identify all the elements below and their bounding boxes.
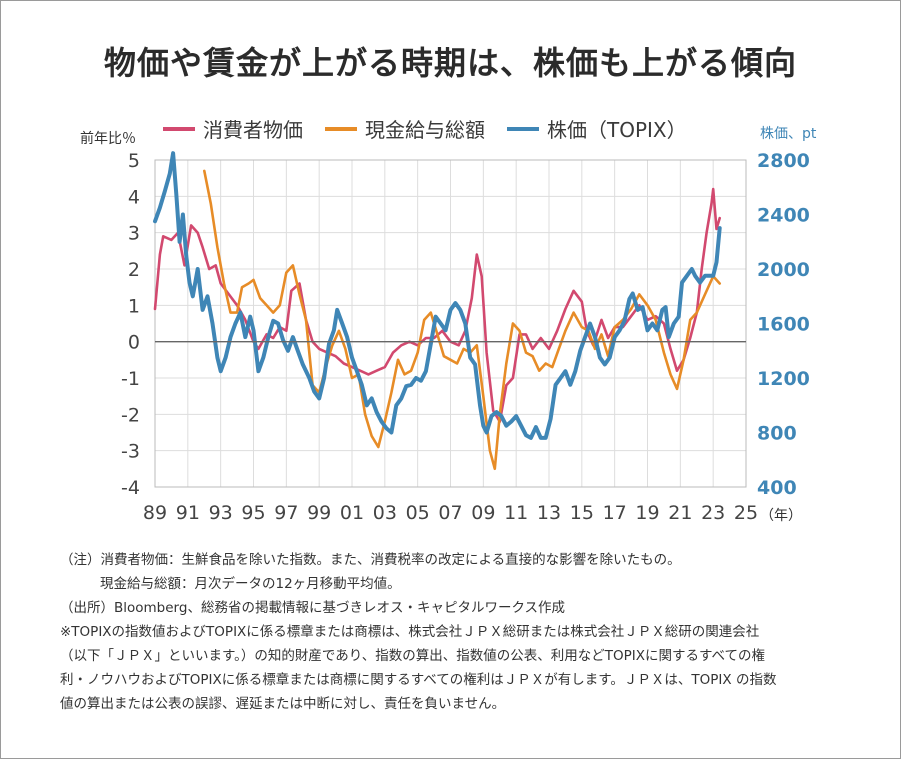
note-line: 現金給与総額：月次データの12ヶ月移動平均値。 [100, 576, 401, 592]
note-line: （出所）Bloomberg、総務省の掲載情報に基づきレオス・キャピタルワークス作… [60, 600, 566, 616]
y-tick-label-right: 1200 [757, 368, 810, 390]
notes: （注）消費者物価：生鮮食品を除いた指数。また、消費税率の改定による直接的な影響を… [60, 548, 880, 716]
y-tick-label-left: -3 [121, 441, 140, 463]
y-tick-label-right: 2000 [757, 259, 810, 281]
x-tick-label: 07 [438, 502, 462, 524]
legend-swatch-cpi [163, 126, 195, 131]
x-tick-label: 03 [373, 502, 397, 524]
x-tick-label: 93 [209, 502, 233, 524]
legend-item-cpi: 消費者物価 [163, 114, 303, 143]
x-axis-unit: （年） [760, 508, 802, 524]
y-tick-label-left: 3 [128, 223, 140, 245]
x-tick-label: 21 [668, 502, 692, 524]
chart-title: 物価や賃金が上がる時期は、株価も上がる傾向 [103, 44, 797, 82]
legend-label-cpi: 消費者物価 [203, 118, 303, 142]
y-tick-label-left: 5 [128, 150, 140, 172]
x-tick-label: 23 [701, 502, 725, 524]
x-tick-label: 99 [307, 502, 331, 524]
x-tick-label: 11 [504, 502, 528, 524]
legend-label-topix: 株価（TOPIX） [547, 118, 687, 142]
y-tick-label-right: 800 [757, 423, 797, 445]
x-tick-label: 89 [143, 502, 167, 524]
note-line: 利・ノウハウおよびTOPIXに係る標章または商標に関するすべての権利はＪＰＸが有… [60, 672, 777, 688]
x-tick-label: 17 [603, 502, 627, 524]
legend: 消費者物価 現金給与総額 株価（TOPIX） [163, 114, 687, 143]
note-line: （以下「ＪＰＸ」といいます。）の知的財産であり、指数の算出、指数値の公表、利用な… [60, 648, 765, 664]
y-tick-label-left: 1 [128, 295, 140, 317]
plot-area [154, 159, 747, 488]
note-line: （注）消費者物価：生鮮食品を除いた指数。また、消費税率の改定による直接的な影響を… [60, 552, 681, 568]
x-tick-label: 01 [340, 502, 364, 524]
y-tick-label-right: 2800 [757, 150, 810, 172]
x-tick-label: 91 [176, 502, 200, 524]
y-tick-label-right: 400 [757, 477, 797, 499]
x-tick-label: 95 [241, 502, 265, 524]
x-tick-label: 19 [635, 502, 659, 524]
line-chart: 543210-1-2-3-428002400200016001200800400… [80, 126, 817, 524]
y-axis-label-right: 株価、pt [760, 126, 817, 142]
y-tick-label-left: -4 [121, 477, 140, 499]
note-line: 値の算出または公表の誤謬、遅延または中断に対し、責任を負いません。 [60, 696, 506, 712]
y-tick-label-right: 1600 [757, 314, 810, 336]
legend-item-topix: 株価（TOPIX） [507, 114, 687, 143]
y-tick-label-left: -1 [121, 368, 140, 390]
y-tick-label-left: 2 [128, 259, 140, 281]
y-tick-label-left: 0 [128, 332, 140, 354]
x-tick-label: 25 [734, 502, 758, 524]
x-tick-label: 09 [471, 502, 495, 524]
note-line: ※TOPIXの指数値およびTOPIXに係る標章または商標は、株式会社ＪＰＸ総研ま… [60, 624, 760, 640]
x-tick-label: 13 [537, 502, 561, 524]
y-tick-label-left: 4 [128, 186, 140, 208]
legend-swatch-topix [507, 126, 539, 131]
legend-item-wages: 現金給与総額 [325, 114, 485, 143]
legend-label-wages: 現金給与総額 [365, 118, 485, 142]
series-line-topix [153, 151, 722, 440]
y-tick-label-right: 2400 [757, 205, 810, 227]
x-tick-label: 15 [570, 502, 594, 524]
y-axis-label-left: 前年比％ [80, 130, 136, 147]
x-tick-label: 05 [406, 502, 430, 524]
legend-swatch-wages [325, 126, 357, 131]
y-tick-label-left: -2 [121, 404, 140, 426]
x-tick-label: 97 [274, 502, 298, 524]
